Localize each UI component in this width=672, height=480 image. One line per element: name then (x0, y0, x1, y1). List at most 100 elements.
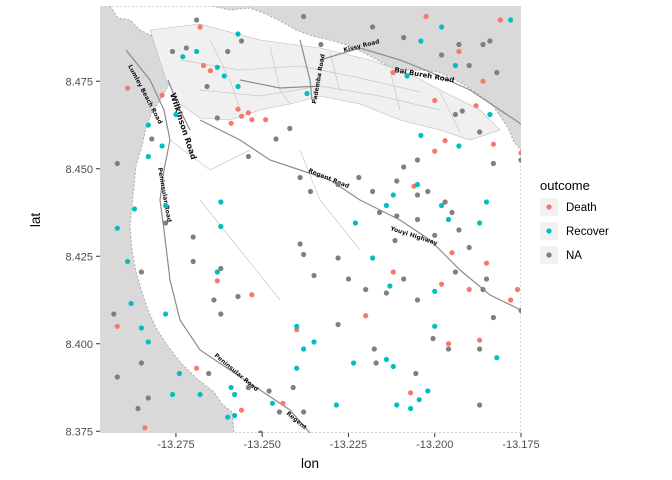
point-na-66 (413, 370, 419, 377)
point-na-42 (297, 241, 303, 247)
point-na-49 (163, 220, 169, 226)
point-recover-7 (159, 143, 165, 149)
point-recover-43 (408, 405, 414, 412)
point-na-10 (480, 41, 486, 48)
major-roads (125, 39, 521, 433)
point-death-42 (200, 62, 207, 69)
point-recover-5 (235, 83, 241, 90)
point-death-6 (263, 117, 269, 123)
point-na-17 (490, 160, 496, 167)
point-death-9 (423, 13, 429, 20)
point-recover-42 (394, 402, 400, 408)
point-na-77 (214, 115, 220, 121)
point-na-13 (487, 38, 493, 44)
point-na-24 (449, 209, 455, 216)
point-na-63 (373, 360, 379, 366)
point-death-8 (125, 85, 131, 91)
point-death-32 (363, 313, 369, 319)
point-na-41 (301, 251, 307, 258)
point-na-25 (456, 227, 462, 233)
point-na-57 (245, 384, 251, 391)
point-recover-38 (432, 323, 438, 329)
point-na-79 (273, 136, 279, 142)
point-na-67 (430, 335, 436, 342)
point-na-55 (145, 395, 151, 401)
point-death-29 (214, 278, 220, 284)
point-death-19 (518, 150, 521, 156)
point-recover-60 (301, 346, 307, 352)
point-na-38 (483, 276, 490, 282)
point-death-3 (228, 120, 234, 126)
point-recover-34 (370, 255, 376, 261)
point-recover-32 (477, 220, 483, 226)
point-na-20 (401, 164, 407, 170)
y-axis: 8.375 8.400 8.425 8.450 8.475 (65, 76, 100, 438)
point-na-75 (169, 48, 176, 55)
point-death-38 (194, 365, 200, 371)
point-na-0 (194, 17, 200, 23)
y-axis-title: lat (28, 213, 43, 228)
point-na-14 (459, 108, 465, 114)
point-recover-61 (351, 360, 357, 366)
point-recover-29 (445, 216, 452, 223)
point-na-64 (335, 321, 341, 328)
point-death-5 (249, 117, 255, 123)
point-na-68 (445, 346, 452, 352)
point-na-48 (190, 234, 196, 240)
point-recover-44 (416, 397, 422, 403)
point-recover-47 (425, 388, 431, 394)
point-na-74 (149, 136, 155, 142)
point-death-0 (197, 24, 203, 30)
point-recover-27 (414, 181, 421, 188)
point-death-40 (114, 323, 120, 329)
point-recover-19 (439, 24, 445, 30)
point-recover-37 (494, 355, 500, 361)
point-recover-8 (145, 153, 151, 160)
point-na-72 (114, 160, 120, 167)
legend: outcome Death Recover NA (540, 178, 609, 264)
point-na-76 (204, 83, 210, 90)
point-death-22 (439, 281, 445, 287)
y-tick-label-1: 8.400 (65, 339, 93, 351)
x-axis-title: lon (301, 456, 319, 471)
point-recover-33 (352, 220, 358, 226)
point-na-2 (238, 38, 245, 44)
point-na-36 (480, 286, 486, 293)
point-na-40 (335, 255, 341, 261)
point-recover-4 (214, 64, 220, 70)
point-na-83 (335, 181, 341, 188)
point-death-16 (432, 148, 438, 154)
point-death-28 (508, 297, 514, 303)
point-na-15 (477, 129, 483, 135)
point-na-26 (414, 216, 421, 223)
point-death-21 (390, 269, 396, 275)
x-tick-label-0: -13.275 (157, 439, 194, 451)
x-tick-label-2: -13.225 (330, 439, 367, 451)
point-na-19 (414, 157, 421, 163)
point-na-46 (211, 297, 217, 303)
point-recover-54 (232, 391, 238, 398)
x-tick-label-3: -13.200 (416, 439, 453, 451)
point-na-11 (466, 62, 472, 69)
point-na-30 (383, 290, 389, 296)
point-na-18 (518, 157, 521, 163)
x-axis: -13.275 -13.250 -13.225 -13.200 -13.175 (157, 433, 540, 451)
point-recover-17 (418, 38, 424, 44)
point-na-9 (439, 52, 445, 58)
point-na-29 (401, 276, 407, 282)
point-recover-0 (235, 31, 241, 37)
point-death-31 (249, 292, 255, 298)
point-na-52 (138, 360, 144, 366)
point-death-12 (456, 48, 462, 55)
point-death-36 (280, 400, 286, 406)
point-na-78 (245, 153, 251, 160)
point-na-6 (370, 24, 376, 30)
point-na-28 (392, 237, 398, 244)
point-recover-6 (145, 122, 151, 128)
point-na-39 (311, 272, 317, 279)
point-recover-20 (452, 62, 458, 69)
point-death-2 (235, 106, 241, 112)
point-recover-18 (404, 73, 410, 79)
point-death-26 (514, 286, 521, 293)
